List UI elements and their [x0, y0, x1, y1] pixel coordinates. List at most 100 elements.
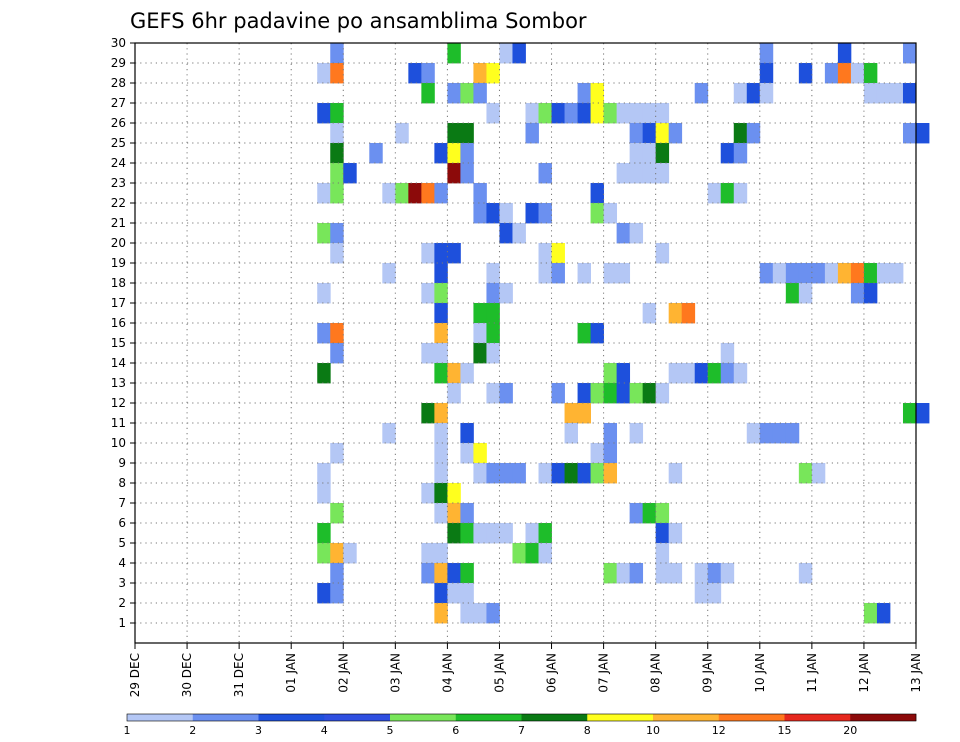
heatmap-cell: [473, 603, 487, 624]
heatmap-cell: [655, 503, 670, 524]
heatmap-cell: [317, 103, 331, 124]
heatmap-cell: [421, 403, 435, 424]
heatmap-cell: [408, 63, 422, 84]
heatmap-cell: [525, 103, 539, 124]
heatmap-cell: [434, 143, 448, 164]
legend-label: 2: [189, 724, 196, 737]
heatmap-cell: [824, 263, 839, 284]
heatmap-cell: [499, 223, 513, 244]
heatmap-cell: [629, 383, 644, 404]
heatmap-cell: [603, 363, 618, 384]
heatmap-cell: [590, 383, 604, 404]
heatmap-cell: [772, 423, 787, 444]
heatmap-cell: [668, 463, 683, 484]
legend-swatch: [784, 714, 851, 721]
heatmap-cell: [317, 463, 331, 484]
heatmap-cell: [330, 503, 344, 524]
heatmap-cell: [512, 543, 526, 564]
heatmap-cell: [330, 563, 344, 584]
heatmap-cell: [434, 183, 448, 204]
y-tick-label: 20: [111, 236, 126, 250]
heatmap-cell: [538, 203, 552, 224]
x-tick-label: 07 JAN: [597, 653, 611, 693]
heatmap-cell: [317, 183, 331, 204]
heatmap-cell: [603, 563, 618, 584]
legend-label: 20: [843, 724, 857, 737]
heatmap-cell: [421, 543, 435, 564]
x-tick-label: 29 DEC: [128, 653, 142, 697]
heatmap-cell: [759, 43, 774, 64]
heatmap-cell: [616, 223, 631, 244]
heatmap-cell: [694, 563, 709, 584]
heatmap-cell: [460, 123, 474, 144]
heatmap-cell: [629, 123, 644, 144]
y-tick-label: 14: [111, 356, 126, 370]
y-tick-label: 16: [111, 316, 126, 330]
y-tick-label: 30: [111, 36, 126, 50]
heatmap-cell: [460, 423, 474, 444]
legend-swatch: [390, 714, 457, 721]
heatmap-cell: [707, 363, 722, 384]
heatmap-cell: [616, 563, 631, 584]
legend-label: 15: [778, 724, 792, 737]
heatmap-cell: [473, 343, 487, 364]
heatmap-cell: [460, 503, 474, 524]
legend-swatch: [587, 714, 654, 721]
y-tick-label: 11: [111, 416, 126, 430]
heatmap-cell: [616, 363, 631, 384]
heatmap-cell: [473, 463, 487, 484]
legend-label: 3: [255, 724, 262, 737]
heatmap-cell: [447, 123, 461, 144]
y-tick-label: 18: [111, 276, 126, 290]
heatmap-cell: [447, 563, 461, 584]
x-tick-label: 06 JAN: [545, 653, 559, 693]
heatmap-cell: [785, 263, 800, 284]
legend-label: 8: [584, 724, 591, 737]
y-tick-label: 29: [111, 56, 126, 70]
heatmap-cell: [486, 383, 500, 404]
heatmap-cell: [460, 363, 474, 384]
heatmap-cell: [434, 363, 448, 384]
y-tick-label: 25: [111, 136, 126, 150]
heatmap-cell: [564, 463, 578, 484]
heatmap-cell: [395, 123, 409, 144]
heatmap-cells: [317, 43, 930, 624]
heatmap-cell: [330, 163, 344, 184]
heatmap-cell: [655, 243, 670, 264]
heatmap-cell: [447, 483, 461, 504]
heatmap-cell: [434, 563, 448, 584]
heatmap-cell: [603, 443, 618, 464]
heatmap-cell: [434, 503, 448, 524]
heatmap-cell: [824, 63, 839, 84]
heatmap-cell: [317, 523, 331, 544]
x-axis: 29 DEC 30 DEC 31 DEC 01 JAN 02 JAN 03 JAN 04 J…: [128, 643, 923, 697]
heatmap-cell: [629, 563, 644, 584]
heatmap-cell: [330, 223, 344, 244]
chart-title: GEFS 6hr padavine po ansamblima Sombor: [130, 9, 587, 33]
heatmap-cell: [668, 363, 683, 384]
y-tick-label: 27: [111, 96, 126, 110]
heatmap-cell: [642, 503, 657, 524]
color-legend: 1 2 3 4 5 6 7 8 10 12 15 20: [124, 713, 917, 737]
heatmap-cell: [538, 263, 552, 284]
heatmap-cell: [850, 283, 865, 304]
heatmap-cell: [525, 203, 539, 224]
legend-label: 10: [646, 724, 660, 737]
heatmap-cell: [538, 163, 552, 184]
heatmap-cell: [551, 243, 565, 264]
heatmap-cell: [473, 303, 487, 324]
heatmap-cell: [655, 103, 670, 124]
heatmap-cell: [616, 163, 631, 184]
heatmap-cell: [564, 103, 578, 124]
heatmap-cell: [603, 423, 618, 444]
heatmap-cell: [317, 583, 331, 604]
heatmap-cell: [486, 63, 500, 84]
heatmap-cell: [330, 183, 344, 204]
heatmap-cell: [863, 603, 878, 624]
heatmap-cell: [512, 463, 526, 484]
heatmap-cell: [486, 523, 500, 544]
heatmap-cell: [447, 383, 461, 404]
heatmap-cell: [681, 303, 696, 324]
heatmap-cell: [603, 263, 618, 284]
heatmap-cell: [655, 383, 670, 404]
